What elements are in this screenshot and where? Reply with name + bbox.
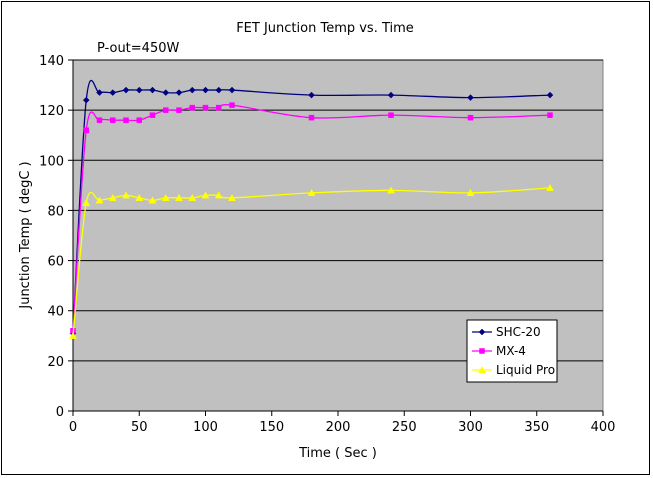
data-point [135, 86, 143, 94]
data-point [136, 117, 142, 123]
data-point [201, 191, 210, 199]
chart-title: FET Junction Temp vs. Time [236, 21, 414, 36]
x-tick-label: 100 [193, 420, 218, 435]
series-2 [70, 102, 553, 334]
data-point [228, 193, 236, 201]
data-point [176, 107, 182, 113]
legend-label: MX-4 [496, 344, 526, 358]
data-point [188, 193, 197, 201]
series-group [69, 79, 554, 339]
data-point [202, 104, 209, 111]
data-point [216, 104, 222, 111]
legend-label: Liquid Pro [496, 363, 555, 377]
data-point [466, 188, 475, 196]
grid-lines [73, 59, 603, 362]
data-point [149, 112, 156, 118]
y-tick-label: 80 [47, 204, 64, 219]
legend-item: SHC-20 [472, 325, 541, 339]
data-point [202, 86, 209, 94]
data-point [82, 96, 90, 104]
x-tick-label: 250 [392, 420, 417, 435]
x-tick-label: 50 [131, 420, 148, 435]
data-point [123, 117, 129, 123]
data-point [96, 117, 103, 123]
y-tick-label: 120 [39, 104, 64, 119]
data-point [96, 89, 103, 96]
data-point [307, 188, 316, 196]
data-point [175, 89, 183, 96]
data-point [95, 196, 104, 204]
legend-marker [479, 348, 485, 354]
data-point [108, 193, 117, 201]
data-point [308, 114, 315, 121]
data-point [189, 104, 195, 111]
x-tick-label: 200 [326, 420, 351, 435]
data-point [547, 112, 553, 118]
data-point [135, 193, 144, 201]
data-point [149, 86, 156, 94]
data-point [163, 107, 169, 113]
series-3 [69, 183, 554, 339]
legend-marker [478, 365, 486, 374]
legend-item: MX-4 [472, 344, 526, 358]
data-point [122, 191, 130, 199]
legend-label: SHC-20 [496, 325, 541, 339]
x-tick-label: 0 [69, 420, 77, 435]
data-point [214, 191, 223, 199]
x-tick-label: 350 [524, 420, 549, 435]
y-tick-label: 100 [39, 154, 64, 169]
data-point [546, 183, 554, 191]
legend-marker [478, 328, 486, 336]
y-tick-label: 40 [47, 305, 64, 320]
chart-annotation: P-out=450W [97, 41, 179, 56]
x-tick-label: 300 [458, 420, 483, 435]
legend: SHC-20 MX-4 Liquid Pro [466, 319, 558, 383]
data-point [546, 91, 554, 99]
data-point [161, 193, 170, 201]
x-axis-label: Time ( Sec ) [298, 446, 377, 461]
data-point [188, 86, 196, 94]
legend-item: Liquid Pro [472, 363, 555, 377]
data-point [69, 331, 77, 339]
data-point [387, 186, 395, 194]
x-tick-label: 400 [591, 420, 616, 435]
data-point [228, 86, 236, 94]
data-point [83, 127, 89, 133]
y-tick-label: 140 [39, 54, 64, 69]
data-point [388, 112, 394, 118]
data-point [122, 86, 130, 94]
y-tick-label: 20 [47, 355, 64, 370]
data-point [387, 91, 395, 99]
data-point [308, 91, 315, 99]
data-point [148, 196, 157, 204]
x-axis: 0 50 100 150 200 250 300 350 400 [69, 410, 616, 435]
data-point [229, 102, 235, 108]
data-point [162, 89, 170, 96]
y-tick-label: 60 [47, 255, 64, 270]
data-point [467, 114, 474, 121]
x-tick-label: 150 [259, 420, 284, 435]
y-axis: 0 20 40 60 80 100 120 140 [39, 54, 74, 420]
data-point [110, 117, 116, 123]
y-axis-label: Junction Temp ( degC ) [18, 161, 33, 309]
data-point [215, 86, 223, 94]
data-point [109, 89, 117, 96]
y-tick-label: 0 [56, 405, 64, 420]
data-point [467, 94, 474, 101]
data-point [82, 198, 91, 206]
data-point [175, 193, 183, 201]
